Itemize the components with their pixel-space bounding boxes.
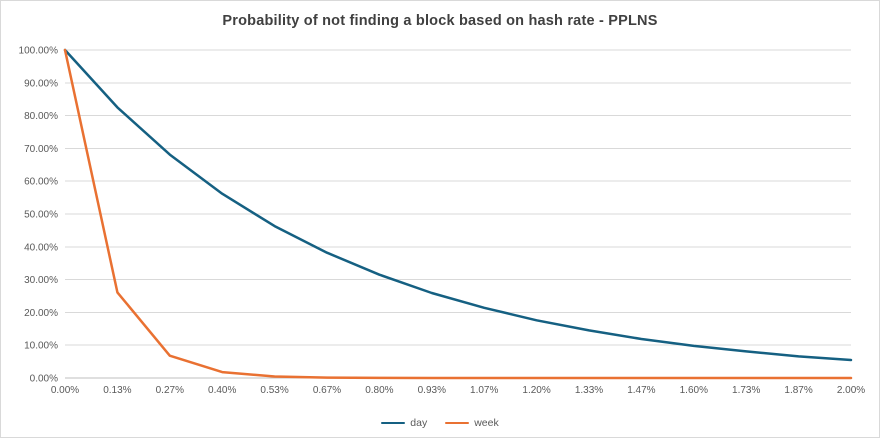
x-tick-label: 0.67% xyxy=(313,385,341,396)
x-tick-label: 2.00% xyxy=(837,385,865,396)
x-tick-label: 1.60% xyxy=(680,385,708,396)
y-tick-label: 10.00% xyxy=(24,341,58,352)
x-tick-label: 0.00% xyxy=(51,385,79,396)
x-tick-label: 1.73% xyxy=(732,385,760,396)
y-tick-label: 0.00% xyxy=(30,374,58,385)
series-line-week xyxy=(63,48,853,380)
y-tick-label: 70.00% xyxy=(24,144,58,155)
x-tick-label: 0.93% xyxy=(418,385,446,396)
x-tick-label: 0.27% xyxy=(156,385,184,396)
y-tick-label: 90.00% xyxy=(24,78,58,89)
x-tick-label: 1.33% xyxy=(575,385,603,396)
legend-item-week: week xyxy=(445,417,499,429)
y-tick-label: 80.00% xyxy=(24,111,58,122)
legend-label-week: week xyxy=(474,417,499,429)
legend-item-day: day xyxy=(381,417,427,429)
y-tick-label: 20.00% xyxy=(24,308,58,319)
x-tick-label: 1.87% xyxy=(784,385,812,396)
series-line-day xyxy=(63,48,853,362)
x-tick-label: 0.53% xyxy=(260,385,288,396)
x-tick-label: 0.13% xyxy=(103,385,131,396)
x-tick-label: 1.07% xyxy=(470,385,498,396)
x-tick-label: 0.80% xyxy=(365,385,393,396)
y-tick-label: 100.00% xyxy=(19,46,59,57)
x-tick-label: 1.47% xyxy=(627,385,655,396)
y-tick-label: 40.00% xyxy=(24,242,58,253)
legend-line-swatch-day xyxy=(381,421,406,425)
y-tick-label: 30.00% xyxy=(24,275,58,286)
y-tick-label: 60.00% xyxy=(24,177,58,188)
chart-legend: day week xyxy=(1,417,879,429)
legend-label-day: day xyxy=(410,417,428,429)
legend-line-swatch-week xyxy=(445,421,470,425)
x-tick-label: 0.40% xyxy=(208,385,236,396)
y-tick-label: 50.00% xyxy=(24,210,58,221)
x-tick-label: 1.20% xyxy=(522,385,550,396)
chart-title: Probability of not finding a block based… xyxy=(222,13,658,29)
